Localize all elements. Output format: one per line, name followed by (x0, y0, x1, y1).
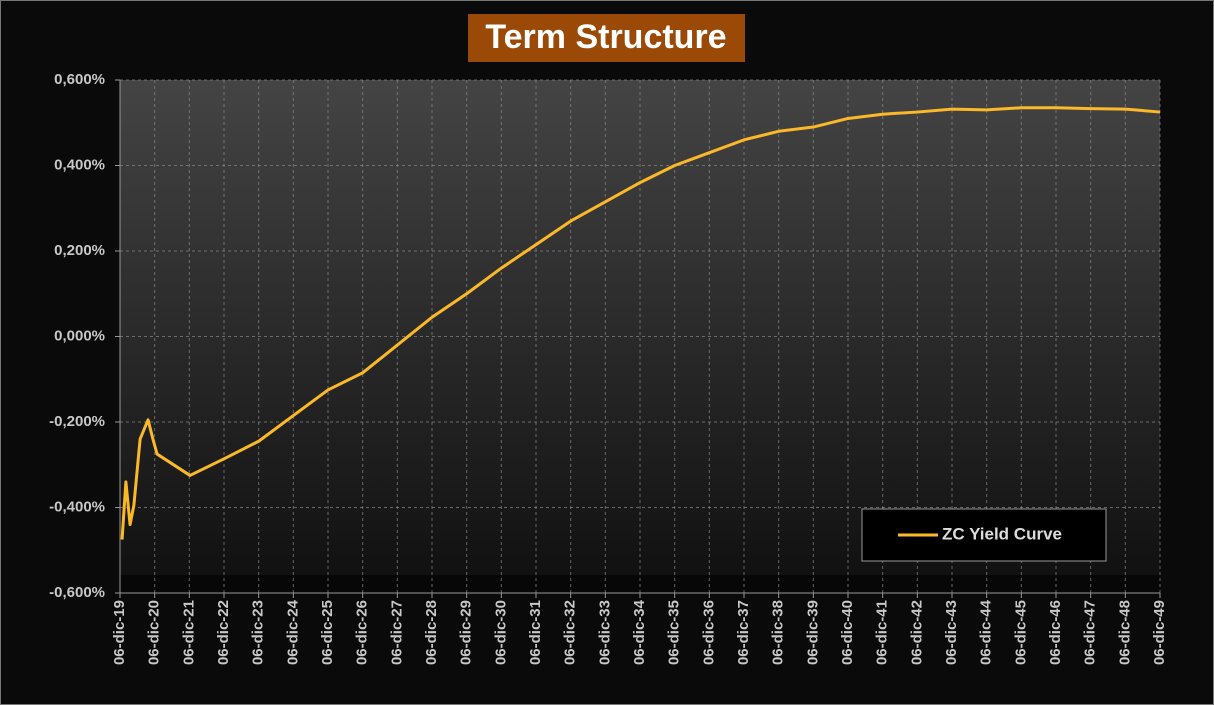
y-tick-label: -0,200% (49, 413, 105, 430)
x-tick-label: 06-dic-47 (1082, 600, 1099, 665)
x-tick-label: 06-dic-44 (978, 599, 995, 665)
x-tick-label: 06-dic-41 (874, 600, 891, 665)
y-tick-label: -0,400% (49, 498, 105, 515)
x-tick-label: 06-dic-30 (492, 600, 509, 665)
x-tick-label: 06-dic-29 (458, 600, 475, 665)
x-tick-label: 06-dic-19 (111, 600, 128, 665)
x-tick-label: 06-dic-39 (804, 600, 821, 665)
x-tick-label: 06-dic-45 (1012, 600, 1029, 665)
x-tick-label: 06-dic-49 (1151, 600, 1168, 665)
y-tick-label: 0,200% (54, 242, 105, 259)
x-tick-label: 06-dic-28 (423, 600, 440, 665)
x-tick-label: 06-dic-23 (250, 600, 267, 665)
y-tick-label: 0,600% (54, 71, 105, 88)
x-tick-label: 06-dic-32 (562, 600, 579, 665)
x-tick-label: 06-dic-25 (319, 600, 336, 665)
x-tick-label: 06-dic-38 (770, 600, 787, 665)
x-tick-label: 06-dic-22 (215, 600, 232, 665)
x-tick-label: 06-dic-24 (284, 599, 301, 665)
x-tick-label: 06-dic-40 (839, 600, 856, 665)
x-tick-label: 06-dic-48 (1116, 600, 1133, 665)
x-tick-label: 06-dic-42 (908, 600, 925, 665)
x-tick-label: 06-dic-43 (943, 600, 960, 665)
x-tick-label: 06-dic-26 (354, 600, 371, 665)
y-tick-label: 0,400% (54, 156, 105, 173)
x-tick-label: 06-dic-35 (666, 600, 683, 665)
line-series (120, 106, 1161, 540)
chart-title: Term Structure (485, 18, 726, 56)
x-tick-label: 06-dic-20 (146, 600, 163, 665)
x-tick-label: 06-dic-37 (735, 600, 752, 665)
x-tick-label: 06-dic-33 (596, 600, 613, 665)
x-tick-label: 06-dic-21 (180, 600, 197, 665)
legend-label: ZC Yield Curve (942, 524, 1062, 543)
x-tick-label: 06-dic-46 (1047, 600, 1064, 665)
x-tick-label: 06-dic-34 (631, 599, 648, 665)
x-tick-label: 06-dic-31 (527, 600, 544, 665)
title-box (468, 14, 745, 62)
x-tick-label: 06-dic-27 (388, 600, 405, 665)
x-tick-label: 06-dic-36 (700, 600, 717, 665)
y-tick-label: -0,600% (49, 584, 105, 601)
y-tick-label: 0,000% (54, 327, 105, 344)
